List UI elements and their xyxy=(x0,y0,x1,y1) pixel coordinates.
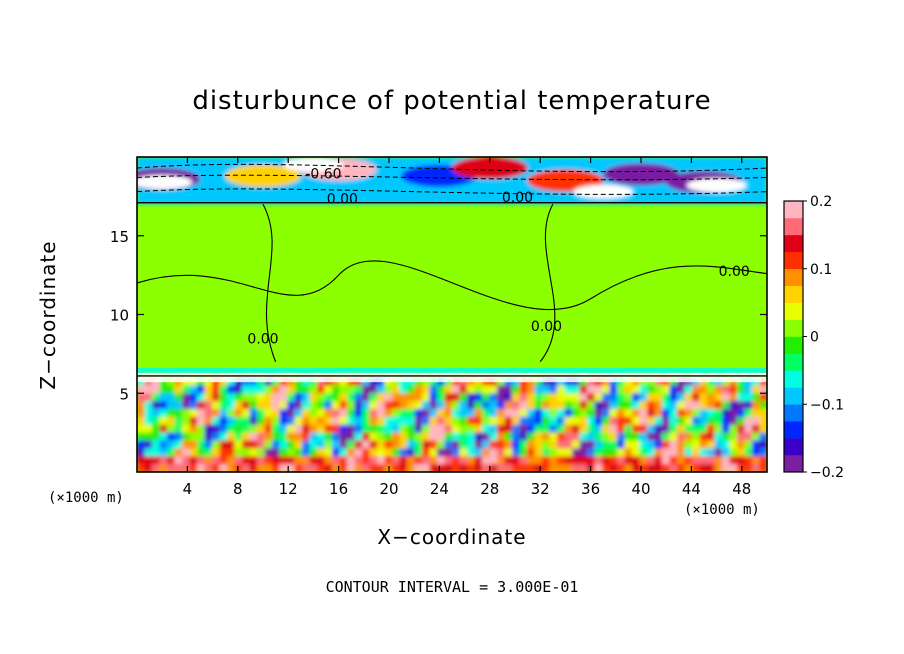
colorbar-segment xyxy=(784,438,803,456)
lower-layer-field xyxy=(137,377,767,472)
plot-area: -0.60 0.00 0.00 0.00 0.00 0.00 xyxy=(137,157,767,472)
chart-title: disturbunce of potential temperature xyxy=(192,86,712,116)
colorbar-segment xyxy=(784,217,803,236)
x-tick-label: 4 xyxy=(183,480,193,498)
colorbar-segment xyxy=(784,234,803,253)
colorbar-segment xyxy=(784,387,803,405)
x-tick-label: 48 xyxy=(732,480,751,498)
y-tick-label: 5 xyxy=(119,385,129,403)
contour-label: 0.00 xyxy=(327,192,358,208)
colorbar-segment xyxy=(784,268,803,286)
x-tick-label: 44 xyxy=(682,480,701,498)
contour-label: -0.60 xyxy=(305,166,341,182)
colorbar-segment xyxy=(784,285,803,303)
x-tick-label: 16 xyxy=(329,480,348,498)
x-tick-label: 28 xyxy=(480,480,499,498)
contour-interval-text: CONTOUR INTERVAL = 3.000E-01 xyxy=(325,578,579,596)
inversion-band xyxy=(137,372,767,383)
colorbar-tick-label: 0.2 xyxy=(810,194,832,210)
y-tick-label: 10 xyxy=(110,307,129,325)
contour-label: 0.00 xyxy=(531,319,562,335)
colorbar-segment xyxy=(784,421,803,439)
y-axis-label: Z−coordinate xyxy=(36,240,60,390)
colorbar: 0.2 0.1 0 −0.1 −0.2 xyxy=(783,194,844,481)
colorbar-segment xyxy=(784,370,803,388)
contour-label: 0.00 xyxy=(719,264,750,280)
x-unit-label-right: (×1000 m) xyxy=(684,502,760,518)
colorbar-segment xyxy=(784,353,803,371)
x-tick-label: 24 xyxy=(430,480,449,498)
colorbar-segment xyxy=(784,404,803,422)
colorbar-segment xyxy=(784,251,803,270)
contour-label: 0.00 xyxy=(502,190,533,206)
y-tick-label: 15 xyxy=(110,228,129,246)
colorbar-segment xyxy=(784,336,803,354)
contour-label: 0.00 xyxy=(247,332,278,348)
colorbar-segment xyxy=(784,201,803,219)
x-axis: 4 8 12 16 20 24 28 32 36 40 44 48 xyxy=(183,157,751,498)
colorbar-segment xyxy=(784,455,803,473)
x-unit-label-left: (×1000 m) xyxy=(48,490,124,506)
colorbar-segment xyxy=(784,319,803,337)
colorbar-tick-label: −0.2 xyxy=(810,465,844,481)
y-axis: 5 10 15 xyxy=(110,228,767,403)
colorbar-segment xyxy=(784,302,803,320)
colorbar-tick-label: 0 xyxy=(810,330,819,346)
x-tick-label: 36 xyxy=(581,480,600,498)
x-tick-label: 20 xyxy=(379,480,398,498)
x-tick-label: 8 xyxy=(233,480,243,498)
x-tick-label: 12 xyxy=(279,480,298,498)
x-tick-label: 32 xyxy=(531,480,550,498)
colorbar-tick-label: −0.1 xyxy=(810,397,844,413)
colorbar-tick-label: 0.1 xyxy=(810,262,832,278)
x-axis-label: X−coordinate xyxy=(377,525,527,549)
x-tick-label: 40 xyxy=(631,480,650,498)
